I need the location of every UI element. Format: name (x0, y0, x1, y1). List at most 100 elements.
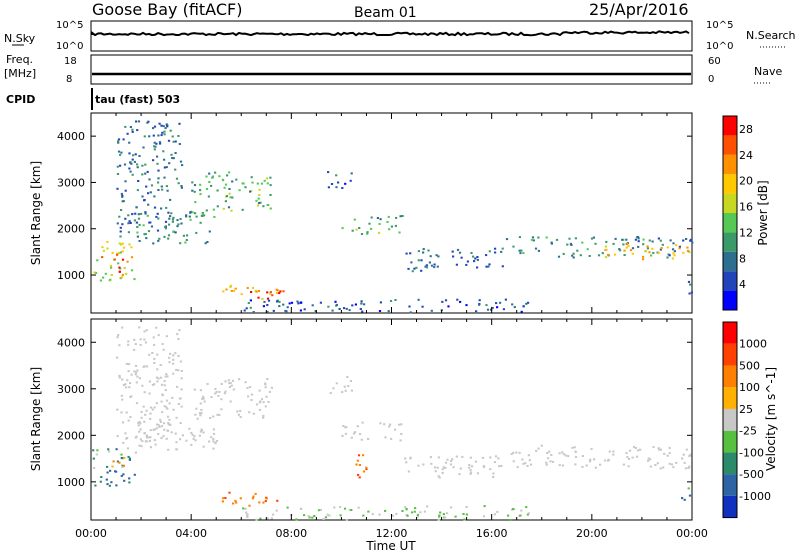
colorbar-segment (723, 387, 737, 409)
power-plot-frame (90, 112, 693, 314)
heatmap-cell (569, 242, 572, 245)
heatmap-cell (384, 436, 387, 439)
heatmap-cell (203, 400, 206, 403)
heatmap-cell (167, 234, 171, 237)
heatmap-cell (149, 436, 152, 439)
heatmap-cell (131, 213, 134, 216)
heatmap-cell (663, 452, 666, 455)
heatmap-cell (262, 414, 265, 417)
heatmap-cell (429, 456, 432, 459)
heatmap-cell (424, 265, 427, 268)
heatmap-cell (495, 302, 498, 305)
heatmap-cell (666, 256, 669, 259)
heatmap-cell (468, 464, 471, 466)
heatmap-cell (212, 428, 215, 431)
heatmap-cell (350, 172, 353, 175)
heatmap-cell (551, 460, 555, 463)
heatmap-cell (129, 126, 132, 128)
heatmap-cell (225, 288, 228, 291)
heatmap-cell (209, 417, 212, 419)
heatmap-cell (469, 472, 472, 475)
heatmap-cell (489, 456, 492, 459)
power-panel: 1000 2000 3000 4000 Slant Range [km] 4 8 12 16… (29, 112, 770, 314)
heatmap-cell (439, 511, 442, 514)
heatmap-cell (128, 141, 131, 144)
heatmap-cell (405, 508, 408, 510)
heatmap-cell (223, 186, 226, 189)
heatmap-cell (215, 390, 218, 393)
heatmap-cell (210, 184, 213, 187)
heatmap-cell (258, 188, 261, 191)
heatmap-cell (685, 238, 688, 240)
heatmap-cell (410, 261, 413, 264)
heatmap-cell (144, 413, 147, 416)
heatmap-cell (133, 278, 136, 281)
heatmap-cell (218, 414, 221, 417)
heatmap-cell (319, 508, 322, 511)
colorbar-segment (723, 408, 737, 431)
heatmap-cell (153, 406, 156, 409)
heatmap-cell (365, 466, 368, 469)
heatmap-cell (530, 238, 534, 241)
heatmap-cell (163, 380, 166, 383)
heatmap-cell (338, 308, 341, 310)
heatmap-cell (561, 464, 564, 467)
freq-unit: [MHz] (4, 67, 36, 80)
heatmap-cell (268, 390, 271, 393)
heatmap-cell (118, 270, 121, 273)
heatmap-cell (177, 338, 180, 340)
heatmap-cell (656, 462, 659, 465)
heatmap-cell (389, 423, 392, 426)
heatmap-cell (331, 309, 334, 312)
heatmap-cell (265, 395, 268, 398)
heatmap-cell (144, 172, 147, 175)
heatmap-cell (138, 326, 141, 329)
heatmap-cell (594, 242, 597, 245)
heatmap-cell (550, 454, 553, 456)
heatmap-cell (360, 438, 363, 441)
heatmap-cell (461, 455, 464, 458)
heatmap-cell (179, 438, 182, 441)
heatmap-cell (487, 265, 490, 268)
nsearch-label: N.Search (746, 29, 796, 42)
heatmap-cell (95, 272, 98, 274)
heatmap-cell (651, 247, 654, 250)
heatmap-cell (117, 334, 120, 337)
heatmap-cell (618, 248, 621, 251)
heatmap-cell (425, 266, 429, 269)
heatmap-cell (483, 466, 486, 468)
heatmap-cell (186, 234, 189, 237)
heatmap-cell (654, 464, 657, 466)
heatmap-cell (170, 153, 173, 156)
heatmap-cell (128, 243, 131, 246)
heatmap-cell (249, 299, 252, 302)
heatmap-cell (279, 290, 282, 293)
heatmap-cell (162, 150, 165, 153)
heatmap-cell (350, 389, 353, 392)
heatmap-cell (203, 214, 206, 217)
heatmap-cell (123, 163, 127, 166)
heatmap-cell (518, 236, 521, 239)
heatmap-cell (401, 510, 404, 512)
heatmap-cell (492, 476, 495, 478)
heatmap-cell (266, 291, 269, 294)
heatmap-cell (152, 336, 155, 339)
heatmap-cell (282, 290, 285, 293)
heatmap-cell (108, 484, 111, 487)
heatmap-cell (272, 513, 275, 516)
heatmap-cell (125, 386, 128, 389)
heatmap-cell (520, 249, 523, 252)
heatmap-cell (227, 206, 231, 209)
heatmap-cell (343, 307, 346, 310)
heatmap-cell (343, 385, 346, 388)
heatmap-cell (160, 425, 163, 428)
heatmap-cell (180, 222, 183, 225)
heatmap-cell (176, 385, 179, 388)
heatmap-cell (449, 463, 452, 466)
heatmap-cell (626, 242, 629, 245)
heatmap-cell (347, 385, 350, 387)
heatmap-cell (335, 303, 338, 306)
heatmap-cell (436, 265, 439, 268)
heatmap-cell (172, 362, 175, 365)
heatmap-cell (244, 381, 247, 384)
